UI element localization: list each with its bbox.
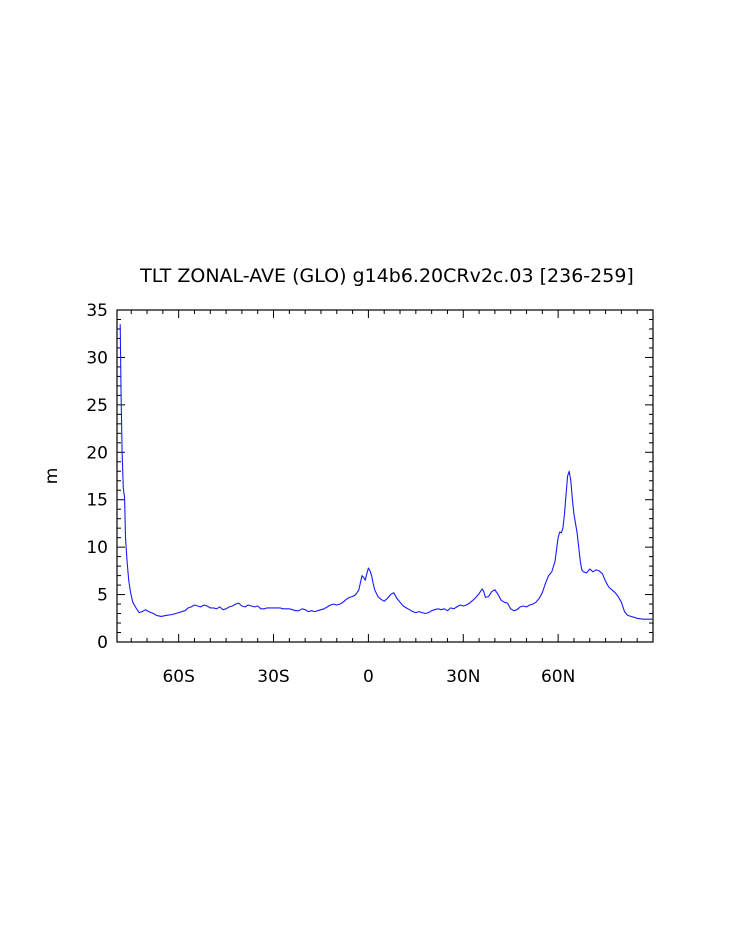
y-tick-label: 20 <box>86 443 108 463</box>
plot-frame <box>116 309 654 643</box>
y-axis-label: m <box>42 468 62 485</box>
chart-title: TLT ZONAL-AVE (GLO) g14b6.20CRv2c.03 [23… <box>139 265 634 287</box>
plot-area: 0 5 10 15 20 25 30 35 60S 30S 0 30N 60N <box>86 301 654 687</box>
y-tick-label: 10 <box>86 538 108 558</box>
x-tick-label: 30S <box>257 667 289 687</box>
y-tick-label: 30 <box>86 348 108 368</box>
x-tick-label: 60S <box>162 667 194 687</box>
y-tick-label: 15 <box>86 491 108 511</box>
series-line <box>119 324 653 620</box>
y-tick-label: 35 <box>86 301 108 321</box>
x-tick-label: 60N <box>541 667 575 687</box>
y-tick-label: 5 <box>97 586 108 606</box>
x-tick-label: 30N <box>446 667 480 687</box>
x-tick-label: 0 <box>363 667 374 687</box>
y-tick-label: 25 <box>86 396 108 416</box>
y-tick-label: 0 <box>97 633 108 653</box>
